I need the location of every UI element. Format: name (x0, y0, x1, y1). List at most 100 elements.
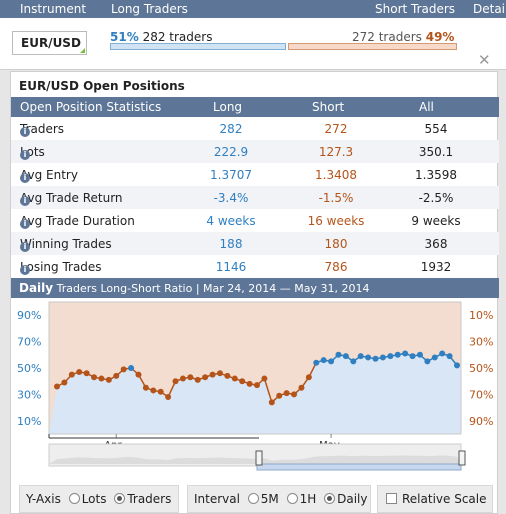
data-point (313, 359, 320, 366)
data-point (254, 382, 260, 389)
all-value: 554 (424, 122, 448, 136)
data-point (446, 353, 453, 360)
long-value: 1.3707 (210, 168, 252, 182)
col-header-short: Short (312, 100, 345, 114)
interval-1h-radio[interactable] (286, 493, 298, 504)
info-icon[interactable]: i (20, 150, 30, 160)
info-icon[interactable]: i (20, 127, 30, 137)
data-point (120, 366, 127, 373)
right-tick-label: 30% (469, 336, 493, 349)
long-value: 188 (219, 237, 243, 251)
stats-row-label: i Winning Trades (20, 237, 112, 252)
data-point (98, 375, 105, 382)
data-point (394, 351, 401, 358)
stats-row-label: i Avg Entry (20, 168, 78, 183)
col-header-long: Long (213, 100, 243, 114)
data-point (268, 399, 275, 406)
stats-row: i Winning Trades 188 180 368 (11, 232, 499, 255)
data-point (379, 354, 386, 361)
data-point (113, 372, 120, 379)
chart-date-range: | Mar 24, 2014 — May 31, 2014 (195, 282, 370, 295)
navigator-mini-chart (49, 455, 461, 464)
interval-5m-radio[interactable] (247, 493, 259, 504)
interval-daily-radio[interactable] (324, 493, 336, 504)
data-point (157, 388, 164, 395)
data-point (387, 353, 394, 360)
info-icon[interactable]: i (20, 219, 30, 229)
interval-label: Interval (194, 492, 240, 506)
panel-title: EUR/USD Open Positions (19, 79, 185, 93)
data-point (261, 375, 268, 382)
short-value: 786 (324, 260, 348, 274)
long-short-ratio-chart[interactable]: 90%70%50%30%10%10%30%50%70%90%AprMay (11, 298, 499, 483)
data-point (342, 353, 349, 360)
stats-row: i Traders 282 272 554 (11, 117, 499, 140)
nav-detail[interactable]: Detail (473, 2, 506, 16)
left-tick-label: 10% (17, 415, 41, 428)
data-point (350, 358, 357, 365)
col-header-stats: Open Position Statistics (20, 100, 162, 114)
data-point (298, 384, 305, 391)
data-point (357, 353, 364, 360)
short-ratio-bar (288, 43, 457, 50)
stats-row: i Avg Entry 1.3707 1.3408 1.3598 (11, 163, 499, 186)
data-point (224, 372, 231, 379)
top-nav: Instrument Long Traders Short Traders De… (0, 0, 506, 18)
data-point (61, 379, 68, 386)
short-percent: 49% (425, 30, 455, 44)
plot-frame (48, 301, 462, 435)
data-point (276, 392, 283, 399)
data-point (194, 376, 201, 383)
nav-short-traders[interactable]: Short Traders (375, 2, 456, 16)
data-point (172, 378, 179, 385)
data-point (283, 390, 290, 397)
chart-header: Daily Traders Long-Short Ratio | Mar 24,… (11, 278, 499, 298)
info-icon[interactable]: i (20, 196, 30, 206)
long-trader-count: 282 traders (142, 30, 213, 44)
nav-long-traders[interactable]: Long Traders (111, 2, 188, 16)
stats-row: i Lots 222.9 127.3 350.1 (11, 140, 499, 163)
interval-5m-label: 5M (260, 492, 279, 506)
yaxis-label: Y-Axis (26, 492, 61, 506)
short-value: 127.3 (318, 145, 354, 159)
stats-row-label: i Losing Trades (20, 260, 102, 275)
instrument-pair-box[interactable]: EUR/USD (12, 31, 87, 55)
traders-radio[interactable] (114, 493, 126, 504)
long-percent: 51% (110, 30, 139, 44)
left-tick-label: 30% (17, 388, 41, 401)
close-icon[interactable]: ✕ (478, 51, 491, 69)
stats-label-text: Avg Trade Duration (20, 214, 135, 228)
stats-label-text: Avg Trade Return (20, 191, 123, 205)
data-point (424, 358, 431, 365)
nav-instrument[interactable]: Instrument (20, 2, 87, 16)
stats-row-label: i Avg Trade Return (20, 191, 123, 206)
data-point (91, 374, 98, 381)
data-point (416, 351, 423, 358)
data-point (431, 354, 438, 361)
data-point (142, 384, 149, 391)
data-point (216, 370, 223, 377)
long-area-fill (49, 353, 461, 434)
data-point (246, 380, 253, 387)
stats-row-label: i Avg Trade Duration (20, 214, 135, 229)
right-tick-label: 10% (469, 309, 493, 322)
stats-row: i Avg Trade Duration 4 weeks 16 weeks 9 week… (11, 209, 499, 232)
data-point (335, 351, 342, 358)
long-value: -3.4% (213, 191, 249, 205)
data-point (320, 357, 327, 364)
short-value: -1.5% (318, 191, 354, 205)
all-value: 9 weeks (411, 214, 461, 228)
lots-radio[interactable] (68, 493, 80, 504)
info-icon[interactable]: i (20, 242, 30, 252)
data-point (202, 374, 209, 381)
short-value: 272 (324, 122, 348, 136)
stats-row-label: i Lots (20, 145, 45, 160)
stats-row-label: i Traders (20, 122, 64, 137)
all-value: 350.1 (418, 145, 454, 159)
navigator-handle-right (458, 450, 466, 466)
relative-scale-checkbox[interactable] (386, 493, 397, 504)
info-icon[interactable]: i (20, 173, 30, 183)
data-point (150, 387, 157, 394)
data-point (439, 350, 446, 357)
info-icon[interactable]: i (20, 265, 30, 275)
